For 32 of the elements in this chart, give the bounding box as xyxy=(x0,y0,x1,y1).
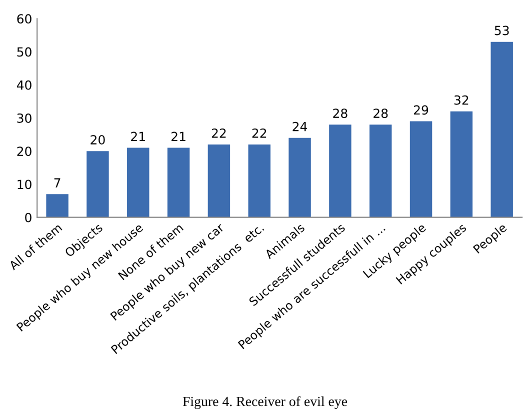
bar xyxy=(369,124,392,218)
bar xyxy=(248,144,270,218)
y-tick-label: 50 xyxy=(17,47,32,57)
bar xyxy=(490,42,513,218)
y-tick-label: 60 xyxy=(17,14,32,24)
bar xyxy=(410,121,432,218)
bar xyxy=(208,144,230,218)
data-label: 20 xyxy=(90,135,105,145)
bar xyxy=(288,138,311,218)
data-label: 21 xyxy=(172,132,186,142)
bar xyxy=(127,148,150,218)
data-label: 24 xyxy=(292,122,308,132)
y-tick-label: 30 xyxy=(17,113,32,123)
data-label: 29 xyxy=(414,105,428,115)
bar xyxy=(167,148,190,218)
bar xyxy=(450,111,473,218)
y-tick-label: 20 xyxy=(17,146,32,156)
data-label: 22 xyxy=(252,128,266,138)
data-label: 22 xyxy=(212,128,226,138)
caption: Figure 4. Receiver of evil eye xyxy=(182,396,348,410)
data-label: 21 xyxy=(131,132,145,142)
data-label: 53 xyxy=(494,26,509,36)
bar xyxy=(86,151,109,218)
data-label: 28 xyxy=(374,108,388,118)
data-label: 7 xyxy=(54,178,60,188)
y-tick-label: 10 xyxy=(18,180,32,190)
y-tick-label: 0 xyxy=(25,212,32,222)
data-label: 32 xyxy=(454,95,468,105)
data-label: 28 xyxy=(333,108,348,118)
bar xyxy=(46,194,68,218)
bar xyxy=(329,124,352,218)
y-tick-label: 40 xyxy=(16,80,32,90)
